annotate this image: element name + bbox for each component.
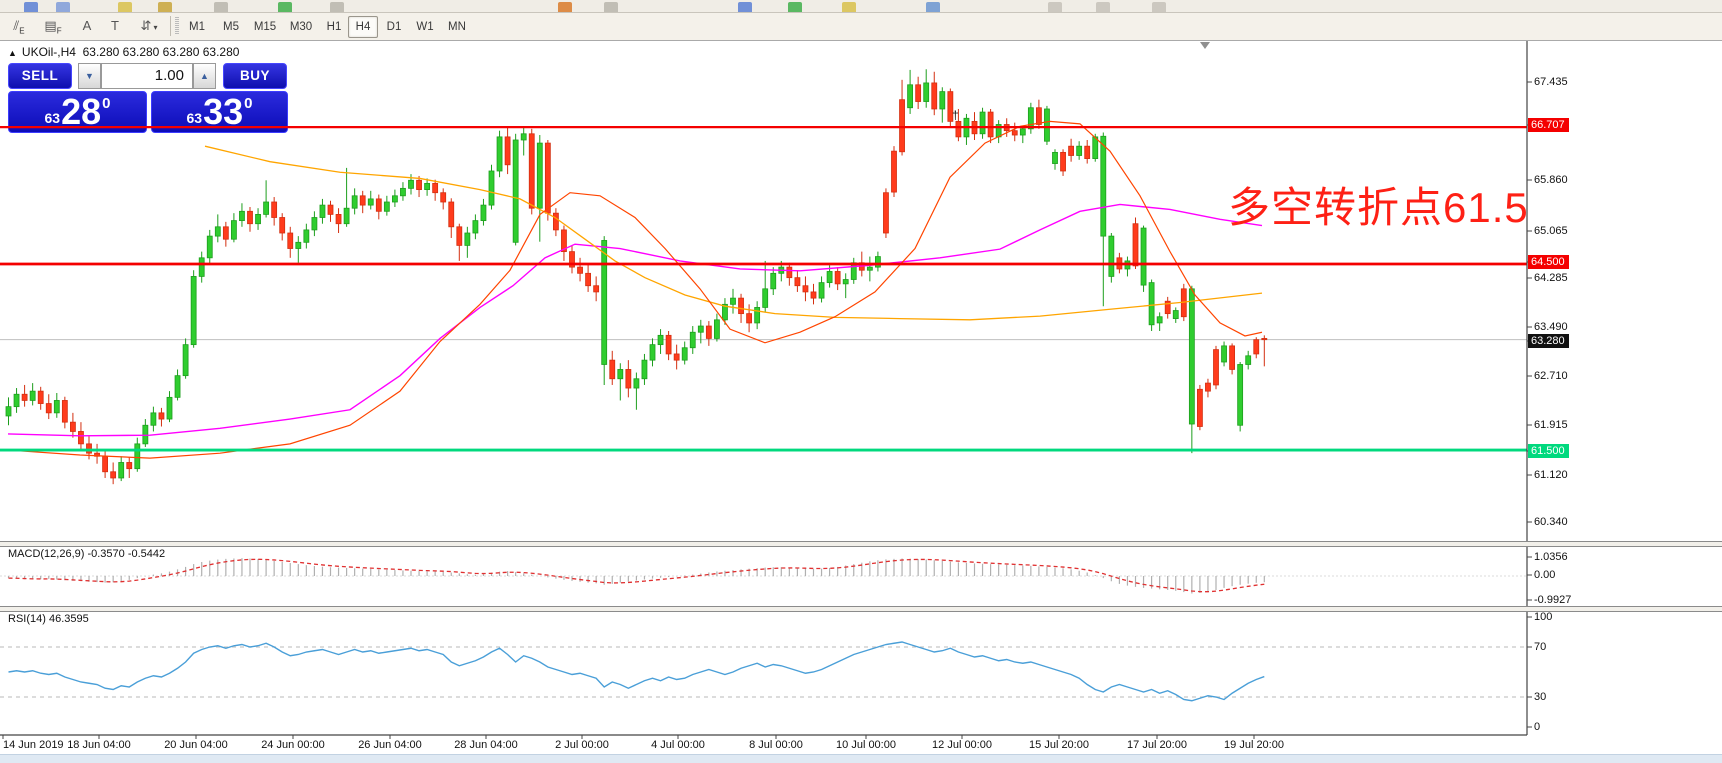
price-axis-label-badge: 63.280: [1528, 334, 1569, 348]
timeframe-button-mn[interactable]: MN: [448, 21, 466, 33]
chart-symbol-line: ▲ UKOil-,H4 63.280 63.280 63.280 63.280: [8, 45, 239, 59]
text-icon[interactable]: A: [82, 18, 92, 33]
toolbar-icon-partial[interactable]: [604, 2, 618, 12]
macd-axis-label: 0.00: [1534, 569, 1556, 581]
date-axis-label: 10 Jul 00:00: [836, 739, 896, 751]
toolbar-icon-partial[interactable]: [118, 2, 132, 12]
toolbar-icon-partial[interactable]: [158, 2, 172, 12]
toolbar-row-main: ⫽E ▤F A T ⇵ ▾ M1 M5 M15 M30 H1 H4 D1 W1 MN: [0, 13, 1722, 41]
rsi-axis-label: 100: [1534, 611, 1553, 623]
date-axis-label: 8 Jul 00:00: [749, 739, 803, 751]
date-axis-label: 19 Jul 20:00: [1224, 739, 1284, 751]
toolbar-icon-partial[interactable]: [738, 2, 752, 12]
sell-price-main: 28: [61, 91, 102, 132]
toolbar-row-top: [0, 0, 1722, 13]
buy-price-point: 0: [244, 95, 253, 112]
price-axis-label-badge: 66.707: [1528, 118, 1569, 132]
date-axis-label: 26 Jun 04:00: [358, 739, 422, 751]
toolbar-icon-partial[interactable]: [330, 2, 344, 12]
timeframe-button-m1[interactable]: M1: [189, 21, 205, 33]
sell-price-box[interactable]: 63 28 0: [8, 91, 147, 133]
date-axis-label: 24 Jun 00:00: [261, 739, 325, 751]
macd-axis-label: -0.9927: [1534, 594, 1572, 606]
volume-input[interactable]: 1.00: [101, 63, 193, 89]
price-axis-label: 65.065: [1534, 225, 1568, 237]
pane-separator-rsi[interactable]: [0, 606, 1722, 612]
equidistant-channel-icon[interactable]: ⫽E: [13, 18, 25, 36]
rsi-axis-label: 70: [1534, 641, 1547, 653]
toolbar-separator: [170, 16, 171, 36]
volume-decrease-button[interactable]: ▼: [78, 63, 101, 89]
timeframe-button-w1[interactable]: W1: [416, 21, 434, 33]
toolbar-icon-partial[interactable]: [842, 2, 856, 12]
date-axis-label: 20 Jun 04:00: [164, 739, 228, 751]
volume-increase-button[interactable]: ▲: [193, 63, 216, 89]
object-cross-marker: †: [952, 108, 959, 122]
price-axis-label: 61.120: [1534, 469, 1568, 481]
text-label-icon[interactable]: T: [111, 18, 119, 33]
toolbar-icon-partial[interactable]: [926, 2, 940, 12]
timeframe-button-m15[interactable]: M15: [253, 21, 277, 33]
toolbar-grip[interactable]: [175, 17, 179, 35]
toolbar-icon-partial[interactable]: [214, 2, 228, 12]
price-axis-label: 67.435: [1534, 76, 1568, 88]
date-axis-label: 4 Jul 00:00: [651, 739, 705, 751]
sell-price-point: 0: [102, 95, 111, 112]
price-axis-label: 65.860: [1534, 174, 1568, 186]
date-axis-label: 15 Jul 20:00: [1029, 739, 1089, 751]
toolbar-icon-partial[interactable]: [558, 2, 572, 12]
sell-price-prefix: 63: [44, 110, 61, 126]
toolbar-icon-partial[interactable]: [1096, 2, 1110, 12]
buy-price-box[interactable]: 63 33 0: [151, 91, 288, 133]
toolbar-icon-partial[interactable]: [278, 2, 292, 12]
date-axis-label: 28 Jun 04:00: [454, 739, 518, 751]
toolbar-icon-partial[interactable]: [788, 2, 802, 12]
chart-shift-marker-icon[interactable]: [1200, 42, 1210, 49]
date-axis-label: 14 Jun 2019: [3, 739, 64, 751]
price-axis-label-badge: 64.500: [1528, 255, 1569, 269]
date-axis-label: 18 Jun 04:00: [67, 739, 131, 751]
buy-price-main: 33: [203, 91, 244, 132]
collapse-panel-icon[interactable]: ▲: [8, 48, 17, 58]
toolbar-icon-partial[interactable]: [1152, 2, 1166, 12]
macd-axis-label: 1.0356: [1534, 551, 1568, 563]
toolbar-icon-partial[interactable]: [56, 2, 70, 12]
timeframe-button-h4[interactable]: H4: [348, 16, 378, 38]
chart-canvas[interactable]: [0, 41, 1722, 754]
date-axis-label: 12 Jul 00:00: [932, 739, 992, 751]
buy-price-prefix: 63: [186, 110, 203, 126]
buy-button[interactable]: BUY: [223, 63, 287, 89]
chart-annotation-text: 多空转折点61.5: [1228, 184, 1529, 231]
arrows-icon[interactable]: ⇵ ▾: [140, 18, 158, 33]
rsi-axis-label: 0: [1534, 721, 1541, 733]
timeframe-button-d1[interactable]: D1: [386, 21, 402, 33]
rsi-axis-label: 30: [1534, 691, 1547, 703]
price-axis-label: 62.710: [1534, 370, 1568, 382]
timeframe-button-h1[interactable]: H1: [326, 21, 342, 33]
macd-label: MACD(12,26,9) -0.3570 -0.5442: [8, 548, 166, 560]
sell-button[interactable]: SELL: [8, 63, 72, 89]
date-axis-label: 17 Jul 20:00: [1127, 739, 1187, 751]
price-axis-label: 61.915: [1534, 419, 1568, 431]
chart-border: [0, 40, 1722, 41]
toolbar-icon-partial[interactable]: [24, 2, 38, 12]
timeframe-button-m5[interactable]: M5: [223, 21, 239, 33]
quote-values: 63.280 63.280 63.280 63.280: [82, 45, 240, 59]
symbol-label: UKOil-,H4: [21, 45, 76, 59]
date-axis-label: 2 Jul 00:00: [555, 739, 609, 751]
price-axis-label: 64.285: [1534, 272, 1568, 284]
timeframe-button-m30[interactable]: M30: [289, 21, 313, 33]
price-axis-label: 63.490: [1534, 321, 1568, 333]
chart-svg[interactable]: [0, 41, 1722, 754]
rsi-label: RSI(14) 46.3595: [8, 613, 89, 625]
price-axis-label-badge: 61.500: [1528, 444, 1569, 458]
one-click-trading-panel: SELL ▼ 1.00 ▲ BUY 63 28 0 63 33 0: [8, 63, 288, 133]
pane-separator-macd[interactable]: [0, 541, 1722, 547]
status-strip: [0, 754, 1722, 763]
toolbar-icon-partial[interactable]: [1048, 2, 1062, 12]
fibonacci-retracement-icon[interactable]: ▤F: [44, 18, 62, 36]
price-axis-label: 60.340: [1534, 516, 1568, 528]
